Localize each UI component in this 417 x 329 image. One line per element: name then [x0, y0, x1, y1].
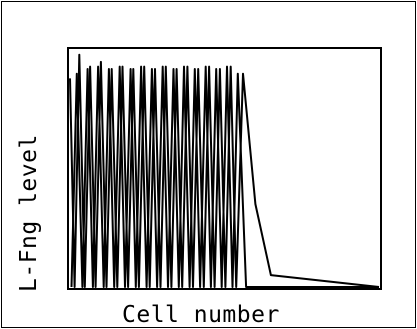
- series-line-2: [70, 65, 379, 288]
- y-axis-label: L-Fng level: [16, 134, 42, 292]
- series-line-1: [69, 53, 380, 288]
- x-axis-label: Cell number: [122, 302, 280, 328]
- series-layer: [69, 53, 380, 288]
- chart-svg: [67, 47, 382, 290]
